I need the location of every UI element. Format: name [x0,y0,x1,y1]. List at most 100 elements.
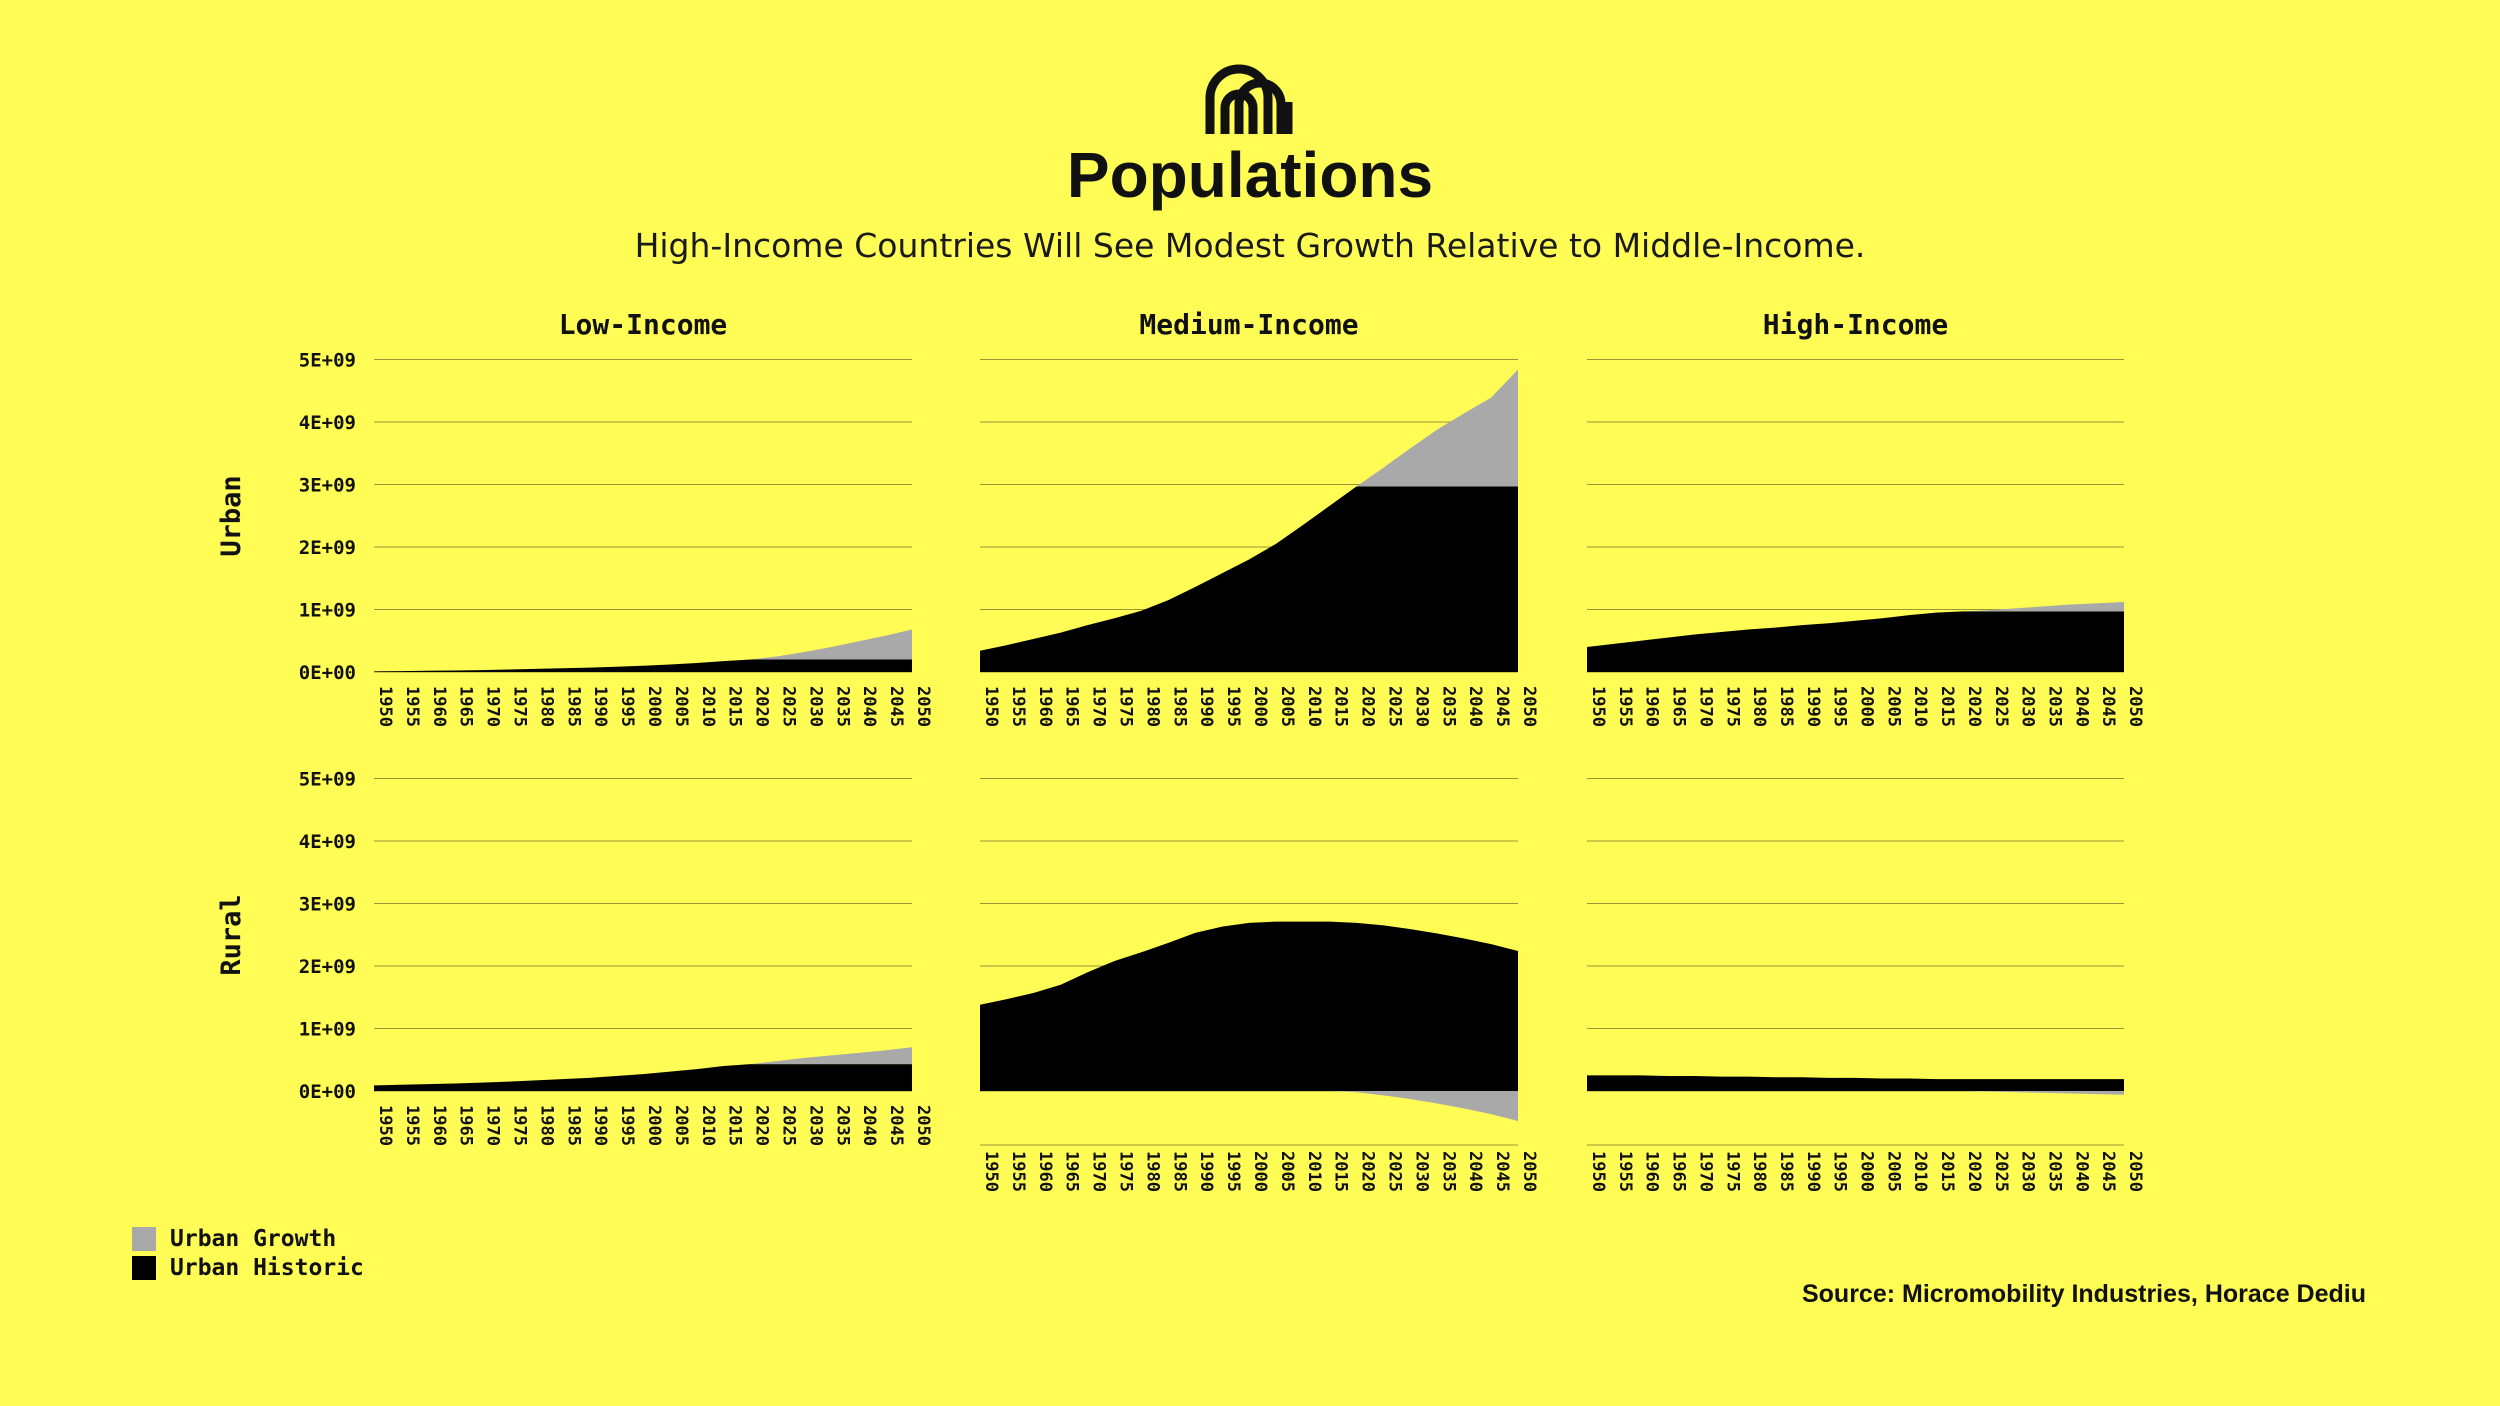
x-tick-label-rural-low-income: 2025 [779,1105,799,1146]
column-title-low-income: Low-Income [559,308,728,341]
x-tick-label-urban-low-income: 2035 [832,686,852,727]
historic-area-rural-low-income [374,1064,912,1091]
x-tick-label-urban-high-income: 1970 [1695,686,1715,727]
y-tick-label-rural: 4E+09 [299,831,356,853]
x-tick-label-rural-low-income: 2000 [644,1105,664,1146]
x-tick-label-urban-high-income: 2035 [2044,686,2064,727]
x-tick-label-urban-high-income: 2005 [1883,686,1903,727]
x-tick-label-urban-high-income: 2000 [1857,686,1877,727]
x-tick-label-rural-low-income: 1960 [429,1105,449,1146]
x-tick-label-rural-medium-income: 1960 [1035,1151,1055,1192]
x-tick-label-urban-high-income: 2020 [1964,686,1984,727]
x-tick-label-rural-high-income: 1995 [1830,1151,1850,1192]
x-tick-label-urban-high-income: 1990 [1803,686,1823,727]
x-tick-label-rural-high-income: 1970 [1695,1151,1715,1192]
x-tick-label-urban-medium-income: 2010 [1304,686,1324,727]
row-title-urban: Urban [216,475,247,556]
x-tick-label-rural-high-income: 2045 [2098,1151,2118,1192]
x-tick-label-urban-medium-income: 2015 [1331,686,1351,727]
x-tick-label-rural-medium-income: 1985 [1169,1151,1189,1192]
y-tick-label-urban: 3E+09 [299,475,356,497]
x-tick-label-urban-low-income: 1955 [402,686,422,727]
x-tick-label-urban-high-income: 2010 [1910,686,1930,727]
x-tick-label-urban-high-income: 2050 [2125,686,2145,727]
legend-swatch-urban-growth [132,1226,156,1251]
x-tick-label-rural-low-income: 2050 [913,1105,933,1146]
x-tick-label-urban-low-income: 1990 [590,686,610,727]
x-tick-label-urban-low-income: 2015 [725,686,745,727]
x-tick-label-urban-medium-income: 1990 [1196,686,1216,727]
x-tick-label-urban-high-income: 1975 [1722,686,1742,727]
x-tick-label-rural-low-income: 1995 [617,1105,637,1146]
x-tick-label-rural-medium-income: 1995 [1223,1151,1243,1192]
y-tick-label-rural: 1E+09 [299,1019,356,1041]
x-tick-label-rural-high-income: 2015 [1937,1151,1957,1192]
x-tick-label-rural-high-income: 2040 [2071,1151,2091,1192]
x-tick-label-rural-medium-income: 2015 [1331,1151,1351,1192]
x-tick-label-urban-low-income: 2010 [698,686,718,727]
x-tick-label-rural-low-income: 2030 [805,1105,825,1146]
y-tick-label-urban: 2E+09 [299,537,356,559]
x-tick-label-urban-low-income: 1960 [429,686,449,727]
y-tick-label-urban: 4E+09 [299,412,356,434]
x-tick-label-rural-medium-income: 2020 [1358,1151,1378,1192]
x-tick-label-urban-high-income: 1965 [1669,686,1689,727]
x-tick-label-rural-high-income: 2035 [2044,1151,2064,1192]
x-tick-label-rural-medium-income: 1965 [1062,1151,1082,1192]
growth-area-urban-high-income [1587,602,2124,647]
x-tick-label-rural-high-income: 1960 [1642,1151,1662,1192]
x-tick-label-rural-medium-income: 1990 [1196,1151,1216,1192]
x-tick-label-urban-high-income: 1980 [1749,686,1769,727]
y-tick-label-rural: 2E+09 [299,956,356,978]
y-tick-label-rural: 0E+00 [299,1081,356,1103]
x-tick-label-urban-medium-income: 1950 [981,686,1001,727]
x-tick-label-rural-medium-income: 1975 [1116,1151,1136,1192]
column-title-high-income: High-Income [1763,308,1948,341]
x-tick-label-rural-medium-income: 2005 [1277,1151,1297,1192]
x-tick-label-urban-low-income: 2025 [779,686,799,727]
x-tick-label-urban-high-income: 2040 [2071,686,2091,727]
x-tick-label-rural-medium-income: 2025 [1385,1151,1405,1192]
x-tick-label-rural-low-income: 2010 [698,1105,718,1146]
x-tick-label-rural-high-income: 1955 [1615,1151,1635,1192]
x-tick-label-rural-low-income: 1955 [402,1105,422,1146]
historic-area-rural-medium-income [980,921,1518,1091]
x-tick-label-urban-high-income: 2030 [2018,686,2038,727]
growth-area-rural-high-income [1587,1091,2124,1095]
y-tick-label-urban: 5E+09 [299,350,356,372]
x-tick-label-rural-high-income: 2000 [1857,1151,1877,1192]
legend: Urban Growth Urban Historic [132,1224,364,1282]
x-tick-label-rural-high-income: 1985 [1776,1151,1796,1192]
x-tick-label-rural-low-income: 2015 [725,1105,745,1146]
x-tick-label-rural-low-income: 2020 [752,1105,772,1146]
x-tick-label-urban-medium-income: 2020 [1358,686,1378,727]
x-tick-label-urban-medium-income: 1960 [1035,686,1055,727]
x-tick-label-rural-medium-income: 1950 [981,1151,1001,1192]
x-tick-label-urban-high-income: 1955 [1615,686,1635,727]
x-tick-label-rural-low-income: 1950 [375,1105,395,1146]
x-tick-label-urban-low-income: 1980 [536,686,556,727]
x-tick-label-urban-low-income: 1995 [617,686,637,727]
x-tick-label-rural-low-income: 1970 [483,1105,503,1146]
x-tick-label-urban-medium-income: 2025 [1385,686,1405,727]
x-tick-label-urban-low-income: 2045 [886,686,906,727]
x-tick-label-rural-low-income: 1985 [563,1105,583,1146]
y-tick-label-rural: 5E+09 [299,769,356,791]
x-tick-label-urban-low-income: 2020 [752,686,772,727]
x-tick-label-rural-medium-income: 2045 [1492,1151,1512,1192]
source-note: Source: Micromobility Industries, Horace… [1801,1280,2366,1308]
x-tick-label-rural-medium-income: 1955 [1008,1151,1028,1192]
x-tick-label-urban-medium-income: 1980 [1142,686,1162,727]
page-subtitle: High-Income Countries Will See Modest Gr… [634,226,1866,265]
x-tick-label-rural-low-income: 2005 [671,1105,691,1146]
x-tick-label-rural-high-income: 2030 [2018,1151,2038,1192]
x-tick-label-urban-high-income: 1995 [1830,686,1850,727]
x-tick-label-urban-medium-income: 2005 [1277,686,1297,727]
x-tick-label-rural-high-income: 1990 [1803,1151,1823,1192]
x-tick-label-urban-medium-income: 2035 [1438,686,1458,727]
column-title-medium-income: Medium-Income [1139,308,1358,341]
x-tick-label-urban-medium-income: 1995 [1223,686,1243,727]
legend-item-urban-growth: Urban Growth [132,1224,364,1253]
x-tick-label-rural-high-income: 1975 [1722,1151,1742,1192]
historic-area-urban-low-income [374,659,912,672]
